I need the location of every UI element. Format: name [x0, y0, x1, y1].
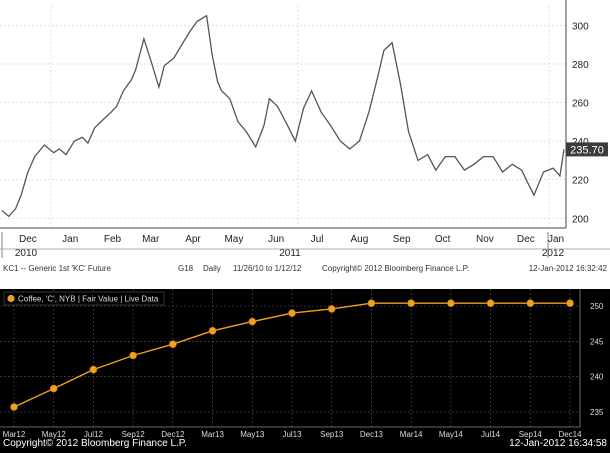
- chart1-x-month-label: Sep: [393, 234, 411, 245]
- futures-price-chart: 200220240260280300 DecJanFebMarAprMayJun…: [0, 0, 610, 285]
- chart1-x-month-label: Jul: [311, 234, 324, 245]
- chart2-x-tick-label: Jul12: [84, 430, 104, 439]
- legend-marker-icon: [7, 294, 15, 303]
- chart1-price-line: [1, 14, 565, 218]
- chart2-x-tick-label: Mar14: [400, 430, 423, 439]
- chart2-data-point: [49, 384, 58, 393]
- chart1-footer-frequency: Daily: [203, 264, 221, 273]
- chart1-x-month-label: Feb: [104, 234, 122, 245]
- chart2-data-point: [367, 299, 376, 307]
- chart1-x-month-label: Dec: [517, 234, 535, 245]
- chart2-background: [0, 289, 610, 453]
- chart1-x-month-label: Dec: [19, 234, 37, 245]
- chart1-x-month-label: Apr: [185, 234, 201, 245]
- chart2-data-point: [248, 317, 257, 326]
- last-value-box: [566, 142, 608, 157]
- chart2-footer-timestamp: 12-Jan-2012 16:34:58: [509, 438, 607, 449]
- chart2-data-point: [486, 299, 495, 307]
- chart2-x-tick-labels: Mar12 May12 Jul12 Sep12 Dec12 Mar13 May13 Jul13…: [3, 430, 582, 439]
- chart2-data-point: [447, 299, 455, 307]
- chart1-footer-date-range: 11/26/10 to 1/12/12: [233, 264, 302, 273]
- chart2-x-tick-label: Jul13: [282, 430, 302, 439]
- chart2-y-tick-labels: 235 240 245 250: [590, 302, 604, 417]
- chart2-y-tick-label: 250: [590, 302, 604, 311]
- chart2-y-tick-label: 235: [590, 408, 604, 417]
- chart2-data-points: [10, 299, 574, 411]
- chart2-data-point: [407, 299, 415, 307]
- chart1-y-tick-label: 260: [572, 99, 589, 110]
- chart2-x-tick-label: Mar12: [3, 430, 26, 439]
- chart1-x-year-label: 2010: [15, 248, 38, 259]
- chart1-footer-timestamp: 12-Jan-2012 16:32:42: [529, 264, 608, 273]
- chart2-data-point: [10, 403, 18, 411]
- chart2-data-point: [566, 299, 574, 307]
- chart2-data-point: [288, 309, 296, 317]
- chart2-footer-copyright: Copyright© 2012 Bloomberg Finance L.P.: [3, 438, 187, 449]
- chart2-data-point: [327, 305, 336, 313]
- chart2-x-tick-label: May12: [42, 430, 67, 439]
- chart1-y-tick-label: 220: [572, 176, 589, 187]
- chart1-footer-copyright: Copyright© 2012 Bloomberg Finance L.P.: [322, 264, 469, 273]
- chart1-gridlines: [0, 6, 566, 228]
- last-value-label: 235.70: [570, 144, 604, 156]
- chart1-last-value-tag: 235.70: [566, 142, 608, 157]
- chart1-background: [0, 0, 610, 285]
- chart2-x-tick-label: Sep12: [122, 430, 146, 439]
- chart2-x-tick-label: Mar13: [201, 430, 224, 439]
- legend-label: Coffee, 'C', NYB | Fair Value | Live Dat…: [18, 295, 159, 304]
- chart1-x-month-label: Jan: [62, 234, 78, 245]
- chart1-x-month-label: May: [224, 234, 243, 245]
- chart1-y-tick-label: 200: [572, 214, 589, 225]
- chart1-y-tick-label: 280: [572, 60, 589, 71]
- chart2-x-tick-label: Sep13: [320, 430, 344, 439]
- chart1-axes: [0, 0, 567, 229]
- chart2-data-point: [89, 365, 98, 374]
- chart2-data-point: [129, 351, 137, 360]
- chart2-y-tick-label: 240: [590, 373, 604, 382]
- legend-box: [3, 291, 165, 306]
- chart2-x-tick-label: Sep14: [519, 430, 543, 439]
- chart1-x-month-label: Oct: [435, 234, 451, 245]
- chart1-footer-ticker: G18: [178, 264, 194, 273]
- chart1-x-year-label: 2012: [542, 248, 565, 259]
- chart1-x-month-label: Jan: [548, 234, 564, 245]
- chart1-x-month-label: Mar: [142, 234, 160, 245]
- chart2-x-tick-label: Dec12: [161, 430, 185, 439]
- chart1-y-tick-label: 300: [572, 21, 589, 32]
- chart2-data-point: [526, 299, 535, 307]
- chart2-x-tick-label: Dec13: [360, 430, 384, 439]
- chart1-x-year-label: 2011: [279, 248, 301, 259]
- chart2-x-tick-label: Jul14: [481, 430, 501, 439]
- chart2-data-point: [208, 326, 217, 335]
- chart2-gridlines: [0, 289, 581, 428]
- chart1-x-tick-labels: Dec Jan Feb Mar Apr May Jun Jul Aug Sep Oct Nov Dec J…: [1, 232, 565, 259]
- chart2-x-tick-label: Dec14: [558, 430, 582, 439]
- chart2-data-point: [169, 340, 177, 349]
- chart1-x-month-label: Aug: [350, 234, 368, 245]
- chart1-footer-security: KC1 -- Generic 1st 'KC' Future: [3, 264, 112, 273]
- chart2-x-tick-label: May14: [439, 430, 464, 439]
- chart1-x-month-label: Jun: [268, 234, 284, 245]
- chart2-legend: Coffee, 'C', NYB | Fair Value | Live Dat…: [3, 291, 165, 306]
- chart2-x-tick-label: May13: [240, 430, 265, 439]
- chart1-x-month-label: Nov: [476, 234, 494, 245]
- chart2-y-tick-label: 245: [590, 337, 604, 346]
